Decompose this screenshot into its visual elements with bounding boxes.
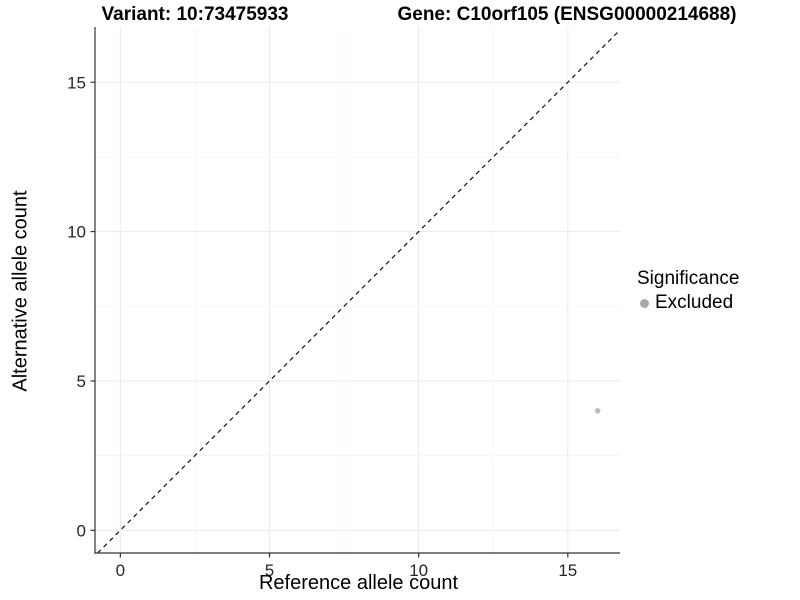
- legend-title: Significance: [637, 268, 740, 289]
- y-tick-label: 5: [77, 372, 86, 391]
- x-tick-label: 5: [265, 561, 274, 580]
- y-tick-label: 10: [67, 223, 86, 242]
- identity-reference-line: [97, 29, 621, 554]
- y-tick-label: 15: [67, 73, 86, 92]
- x-axis-title: Reference allele count: [258, 572, 458, 594]
- y-tick-label: 0: [77, 521, 86, 540]
- legend: Significance Excluded: [637, 268, 739, 314]
- x-tick-label: 10: [409, 561, 428, 580]
- legend-entries: Excluded: [637, 290, 739, 314]
- legend-key-dot-icon: [640, 298, 649, 308]
- variant-title: Variant: 10:73475933: [101, 4, 289, 25]
- y-axis-title: Alternative allele count: [9, 190, 32, 392]
- gene-title: Gene: C10orf105 (ENSG00000214688): [397, 4, 737, 25]
- x-tick-label: 15: [558, 561, 577, 580]
- data-point[interactable]: [594, 408, 601, 414]
- legend-entry[interactable]: Excluded: [637, 292, 739, 314]
- x-tick-label: 0: [116, 561, 125, 580]
- legend-entry-label: Excluded: [655, 292, 734, 313]
